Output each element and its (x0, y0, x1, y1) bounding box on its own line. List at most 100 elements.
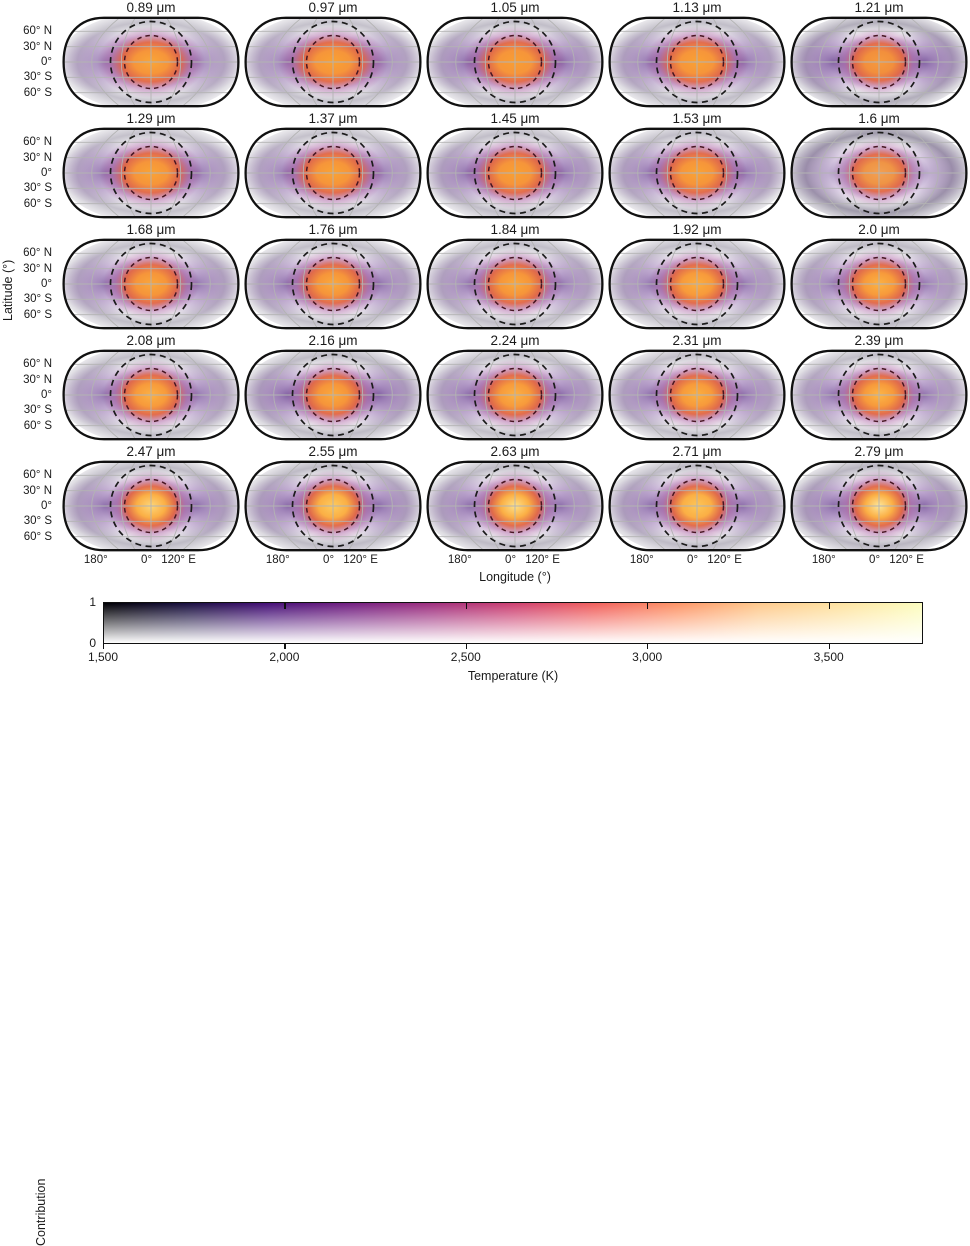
map-panel: 1.29 μm 60° N 30° N 0° 30° S 60° S (23, 111, 240, 219)
latitude-tick: 30° S (23, 182, 52, 195)
map-panel: 1.05 μm (426, 0, 604, 108)
longitude-tick: 0° (141, 554, 153, 566)
map-panel-svg (244, 460, 422, 552)
latitude-tick: 30° N (23, 151, 52, 164)
inner-dashed-circle (851, 34, 907, 90)
latitude-tick: 60° S (23, 308, 52, 321)
outer-dashed-circle (109, 353, 193, 437)
panel-wavelength-title: 1.76 μm (308, 222, 358, 237)
outer-dashed-circle (109, 20, 193, 104)
panel-wavelength-title: 2.71 μm (672, 444, 722, 459)
colorbar-tick-mark-bottom (647, 644, 649, 649)
map-panel: 1.21 μm (790, 0, 968, 108)
projection-outline (790, 16, 968, 108)
outer-dashed-circle (837, 464, 921, 548)
projection-outline (426, 16, 604, 108)
colorbar-tick-label: 3,500 (813, 650, 844, 664)
map-panel-svg (790, 460, 968, 552)
latitude-tick-labels: 60° N 30° N 0° 30° S 60° S (0, 349, 56, 441)
map-panel-svg (426, 238, 604, 330)
map-panel: 1.6 μm (790, 111, 968, 219)
outer-dashed-circle (655, 242, 739, 326)
outer-dashed-circle (655, 464, 739, 548)
graticule (427, 17, 603, 107)
latitude-tick: 30° S (23, 515, 52, 528)
longitude-tick-labels: 180° 0° 120° E (608, 553, 786, 570)
colorbar-tick-mark-bottom (103, 644, 105, 649)
inner-dashed-circle (669, 478, 725, 534)
map-panel-svg (62, 127, 240, 219)
map-panel: 1.53 μm (608, 111, 786, 219)
graticule (427, 461, 603, 551)
graticule (245, 350, 421, 440)
outer-dashed-circle (109, 242, 193, 326)
latitude-tick: 0° (41, 500, 52, 512)
graticule (427, 350, 603, 440)
longitude-tick-labels: 180° 0° 120° E (244, 553, 422, 570)
inner-dashed-circle (851, 367, 907, 423)
inner-dashed-circle (669, 367, 725, 423)
panel-wavelength-title: 1.68 μm (126, 222, 176, 237)
longitude-tick: 120° E (707, 554, 742, 566)
colorbar-tick-label: 2,000 (269, 650, 300, 664)
map-panel: 2.63 μm 180° 0° 120° E (426, 444, 604, 570)
outer-dashed-circle (473, 353, 557, 437)
map-panel-svg (790, 127, 968, 219)
colorbar: Contribution 1 0 1,500 2,000 2,500 3,000 3,5… (0, 594, 970, 1246)
colorbar-tick-mark-top (284, 602, 286, 609)
outer-dashed-circle (837, 20, 921, 104)
graticule (791, 461, 967, 551)
colorbar-ytick-1: 1 (89, 595, 96, 609)
graticule (63, 461, 239, 551)
inner-dashed-circle (851, 256, 907, 312)
inner-dashed-circle (851, 478, 907, 534)
panel-wavelength-title: 1.45 μm (490, 111, 540, 126)
longitude-tick: 180° (629, 554, 654, 566)
projection-outline (790, 460, 968, 552)
outer-dashed-circle (291, 464, 375, 548)
inner-dashed-circle (123, 478, 179, 534)
map-panel: 1.13 μm (608, 0, 786, 108)
graticule (245, 128, 421, 218)
map-panel-svg (608, 349, 786, 441)
inner-dashed-circle (669, 145, 725, 201)
latitude-tick: 60° S (23, 530, 52, 543)
outer-dashed-circle (837, 131, 921, 215)
projection-outline (426, 349, 604, 441)
panel-wavelength-title: 2.08 μm (126, 333, 176, 348)
inner-dashed-circle (669, 34, 725, 90)
projection-outline (244, 127, 422, 219)
graticule (427, 239, 603, 329)
panel-wavelength-title: 1.13 μm (672, 0, 722, 15)
latitude-tick: 30° S (23, 293, 52, 306)
projection-outline (790, 349, 968, 441)
inner-dashed-circle (305, 256, 361, 312)
map-panel-svg (426, 349, 604, 441)
graticule (63, 17, 239, 107)
longitude-tick: 120° E (889, 554, 924, 566)
longitude-axis-label: Longitude (°) (479, 570, 551, 584)
projection-outline (244, 349, 422, 441)
projection-outline (790, 127, 968, 219)
longitude-tick: 0° (687, 554, 699, 566)
panel-wavelength-title: 1.21 μm (854, 0, 904, 15)
latitude-tick: 0° (41, 56, 52, 68)
map-panel: 2.24 μm (426, 333, 604, 441)
outer-dashed-circle (655, 20, 739, 104)
graticule (245, 239, 421, 329)
outer-dashed-circle (655, 131, 739, 215)
colorbar-gradient-bar (103, 602, 923, 644)
projection-outline (62, 460, 240, 552)
outer-dashed-circle (109, 131, 193, 215)
colorbar-tick-mark-top (465, 602, 468, 609)
colorbar-tick-mark-top (647, 602, 649, 609)
panel-wavelength-title: 1.84 μm (490, 222, 540, 237)
outer-dashed-circle (837, 242, 921, 326)
latitude-tick: 30° S (23, 71, 52, 84)
map-panel: 2.16 μm (244, 333, 422, 441)
graticule (609, 461, 785, 551)
outer-dashed-circle (291, 20, 375, 104)
panel-wavelength-title: 1.29 μm (126, 111, 176, 126)
projection-outline (608, 127, 786, 219)
panel-wavelength-title: 1.37 μm (308, 111, 358, 126)
